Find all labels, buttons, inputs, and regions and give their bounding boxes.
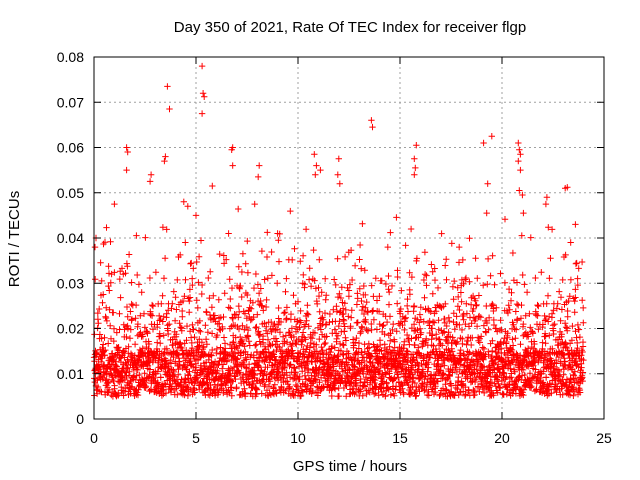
y-axis-label: ROTI / TECUs <box>6 191 23 287</box>
chart-title: Day 350 of 2021, Rate Of TEC Index for r… <box>174 19 526 36</box>
axis-ticks <box>93 56 605 420</box>
y-tick-label: 0.07 <box>57 94 84 110</box>
y-tick-label: 0.04 <box>57 230 84 246</box>
x-tick-label: 10 <box>290 430 306 446</box>
x-tick-label: 20 <box>494 430 510 446</box>
y-tick-labels: 0 0.01 0.02 0.03 0.04 0.05 0.06 0.07 0.08 <box>57 49 84 427</box>
y-tick-label: 0.03 <box>57 275 84 291</box>
roti-point-markers <box>90 62 587 400</box>
x-tick-label: 5 <box>192 430 200 446</box>
y-tick-label: 0 <box>76 411 84 427</box>
x-axis-label: GPS time / hours <box>293 458 407 475</box>
y-tick-label: 0.05 <box>57 185 84 201</box>
x-tick-label: 25 <box>596 430 612 446</box>
data-points <box>90 62 587 400</box>
x-tick-label: 15 <box>392 430 408 446</box>
y-tick-label: 0.06 <box>57 140 84 156</box>
y-tick-label: 0.01 <box>57 366 84 382</box>
y-tick-label: 0.08 <box>57 49 84 65</box>
x-tick-label: 0 <box>90 430 98 446</box>
x-tick-labels: 0 5 10 15 20 25 <box>90 430 612 446</box>
y-tick-label: 0.02 <box>57 321 84 337</box>
